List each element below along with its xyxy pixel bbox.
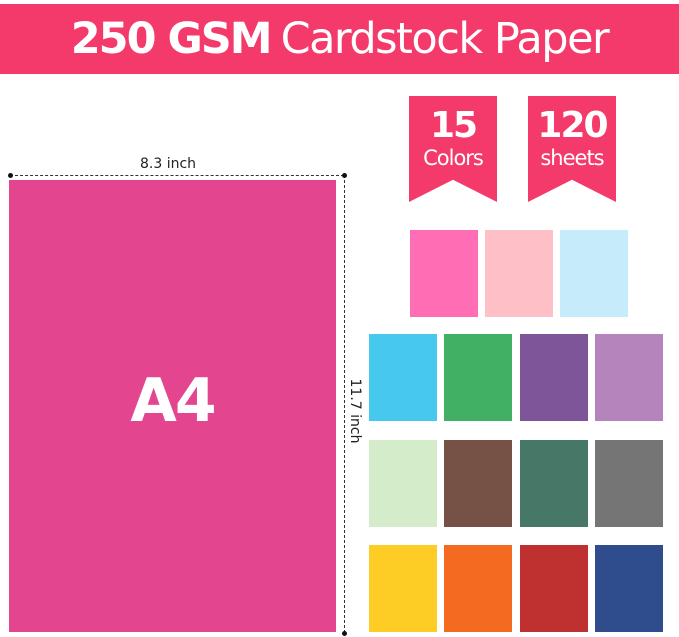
colors-label: Colors — [423, 146, 484, 170]
color-swatch — [520, 440, 588, 527]
color-swatch — [520, 334, 588, 421]
sheets-badge: 120 sheets — [528, 96, 616, 202]
color-swatch — [485, 230, 553, 317]
color-swatch — [410, 230, 478, 317]
color-swatch — [595, 334, 663, 421]
color-swatch — [595, 545, 663, 632]
color-swatch — [595, 440, 663, 527]
sheets-count: 120 — [537, 105, 608, 146]
colors-badge: 15 Colors — [409, 96, 497, 202]
sheets-label: sheets — [540, 146, 604, 170]
color-swatch — [369, 440, 437, 527]
color-swatch — [369, 334, 437, 421]
width-label: 8.3 inch — [140, 156, 197, 172]
color-swatch — [444, 334, 512, 421]
color-swatch — [369, 545, 437, 632]
dimension-dot — [342, 173, 347, 178]
height-dimension-line — [344, 175, 345, 633]
colors-count: 15 — [429, 105, 478, 146]
title-normal: Cardstock Paper — [280, 14, 610, 64]
color-swatch — [444, 440, 512, 527]
color-swatch — [560, 230, 628, 317]
width-dimension-line — [10, 175, 344, 176]
title-bold: 250 GSM — [70, 14, 273, 64]
color-swatch — [444, 545, 512, 632]
dimension-dot — [342, 631, 347, 636]
height-label: 11.7 inch — [347, 378, 363, 444]
a4-sheet: A4 — [9, 180, 336, 632]
a4-label: A4 — [130, 366, 216, 436]
color-swatch — [520, 545, 588, 632]
dimension-dot — [8, 173, 13, 178]
title-banner: 250 GSM Cardstock Paper — [0, 4, 679, 74]
